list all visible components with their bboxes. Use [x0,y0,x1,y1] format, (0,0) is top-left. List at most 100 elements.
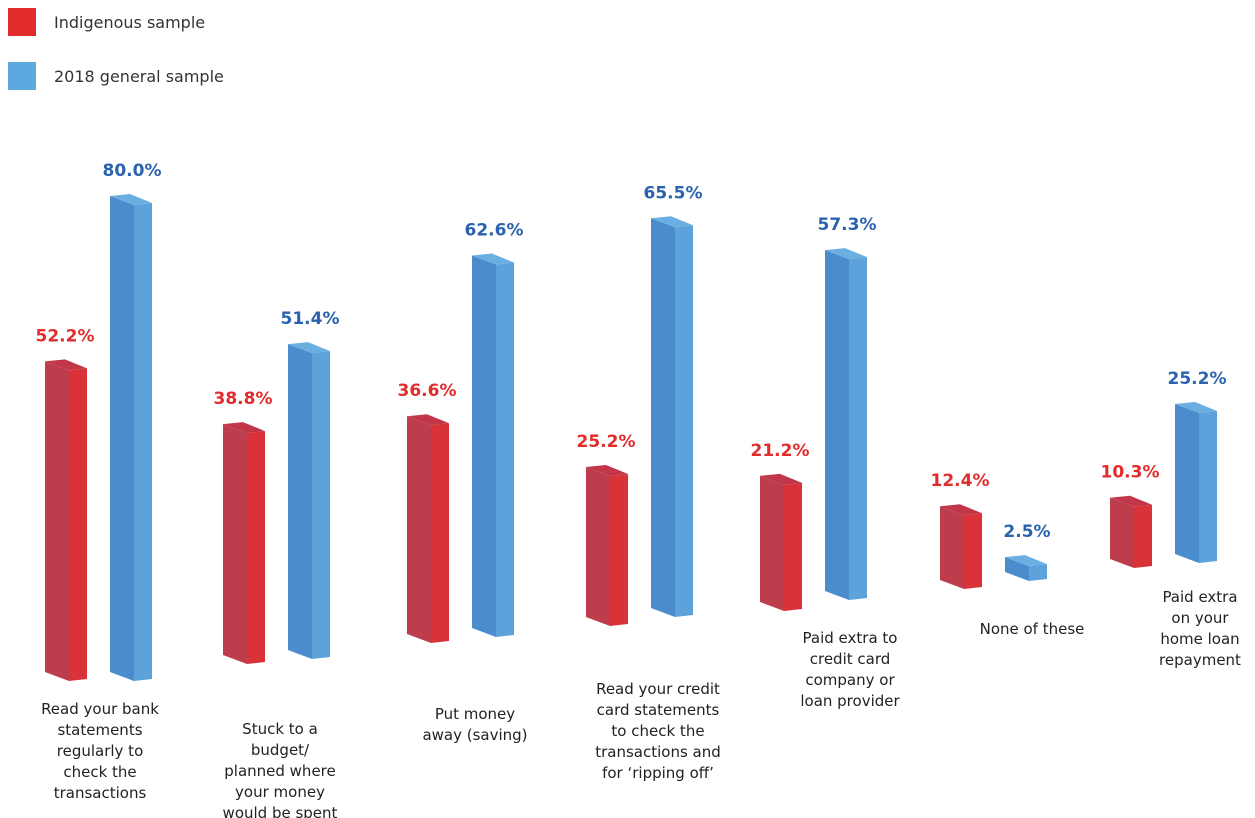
bar-general-2 [472,253,514,637]
bar-general-0-face-0 [110,196,134,681]
bar-general-4 [825,248,867,600]
bar-indigenous-3-face-0 [586,467,610,626]
bar-general-1-face-1 [312,351,330,659]
bar-indigenous-5-face-0 [940,506,964,589]
legend-label-general: 2018 general sample [54,66,224,86]
category-label-6-line-1: on your [1171,609,1229,627]
bar-general-1-face-2 [288,342,330,354]
bar-general-5-face-1 [1029,564,1047,581]
category-label-4: Paid extra to credit card company or loan p… [800,629,900,710]
category-label-0-line-1: statements [57,721,142,739]
category-label-6: Paid extra on your home loan repayment [1159,588,1241,669]
value-label-general-0: 80.0% [103,161,162,181]
bar-indigenous-0-face-0 [45,361,69,681]
bar-general-2-face-2 [472,253,514,265]
value-label-indigenous-0: 52.2% [36,326,95,346]
category-label-3-line-4: for ‘ripping off’ [602,764,714,782]
bar-indigenous-4-face-2 [760,473,802,485]
category-label-4-line-0: Paid extra to [803,629,898,647]
bar-indigenous-1 [223,422,265,664]
value-label-indigenous-5: 12.4% [931,471,990,491]
legend-item-general: 2018 general sample [8,62,224,90]
value-label-indigenous-4: 21.2% [751,441,810,461]
legend-item-indigenous: Indigenous sample [8,8,205,36]
category-label-0-line-3: check the [63,763,136,781]
bar-indigenous-5-face-2 [940,504,982,516]
bar-indigenous-5-face-1 [964,513,982,589]
bar-indigenous-0 [45,359,87,681]
value-label-general-2: 62.6% [465,221,524,241]
bar-indigenous-2-face-0 [407,416,431,643]
category-label-6-line-0: Paid extra [1162,588,1237,606]
bar-general-1 [288,342,330,659]
bar-indigenous-2 [407,414,449,643]
legend-swatch-general [8,62,36,90]
bar-general-4-face-0 [825,250,849,600]
bar-indigenous-3-face-1 [610,474,628,626]
category-label-1-line-3: your money [235,783,325,801]
category-label-6-line-3: repayment [1159,651,1241,669]
category-label-0-line-0: Read your bank [41,700,159,718]
bar-general-5-face-2 [1005,555,1047,567]
category-label-2-line-0: Put money [435,705,515,723]
bar-indigenous-6-face-2 [1110,495,1152,507]
bar-general-3-face-1 [675,225,693,617]
bar-general-6 [1175,402,1217,563]
bar-general-6-face-2 [1175,402,1217,414]
category-label-1-line-1: budget/ [251,741,310,759]
category-label-0-line-4: transactions [54,784,147,802]
bar-indigenous-1-face-2 [223,422,265,434]
bar-indigenous-1-face-0 [223,424,247,664]
value-label-indigenous-2: 36.6% [398,381,457,401]
legend-swatch-indigenous [8,8,36,36]
bar-general-3-face-2 [651,216,693,228]
category-label-3-line-3: transactions and [595,743,721,761]
category-label-3-line-0: Read your credit [596,680,720,698]
value-label-general-1: 51.4% [281,309,340,329]
bar-indigenous-4-face-0 [760,475,784,611]
category-label-4-line-2: company or [805,671,895,689]
legend-label-indigenous: Indigenous sample [54,12,206,32]
bar-indigenous-3-face-2 [586,465,628,477]
bar-indigenous-6 [1110,495,1152,568]
category-label-4-line-1: credit card [810,650,891,668]
bar-indigenous-2-face-1 [431,423,449,643]
bar-general-3-face-0 [651,218,675,617]
bar-indigenous-6-face-0 [1110,497,1134,568]
category-label-3-line-1: card statements [597,701,720,719]
category-label-2-line-1: away (saving) [422,726,527,744]
category-label-6-line-2: home loan [1160,630,1239,648]
bar-indigenous-1-face-1 [247,431,265,664]
category-label-0: Read your bank statements regularly to chec… [41,700,159,802]
value-label-general-6: 25.2% [1168,369,1227,389]
value-label-indigenous-1: 38.8% [214,389,273,409]
bar-indigenous-0-face-1 [69,368,87,681]
bar-indigenous-0-face-2 [45,359,87,371]
value-label-indigenous-3: 25.2% [577,432,636,452]
bar-indigenous-5 [940,504,982,589]
category-label-5-line-0: None of these [980,620,1085,638]
category-label-3: Read your credit card statements to check … [595,680,721,782]
category-label-2: Put money away (saving) [422,705,527,744]
bar-indigenous-4 [760,473,802,611]
bar-general-5 [1005,555,1047,581]
category-label-0-line-2: regularly to [57,742,144,760]
value-label-general-3: 65.5% [644,183,703,203]
bar-general-1-face-0 [288,344,312,659]
category-label-1-line-0: Stuck to a [242,720,318,738]
bar-indigenous-2-face-2 [407,414,449,426]
value-label-indigenous-6: 10.3% [1101,463,1160,483]
category-label-1: Stuck to a budget/planned where your money… [223,720,338,818]
bar-general-4-face-1 [849,257,867,600]
bar-general-2-face-1 [496,262,514,637]
category-label-1-line-2: planned where [224,762,335,780]
category-label-3-line-2: to check the [611,722,704,740]
value-label-general-5: 2.5% [1003,522,1050,542]
bar-general-5-face-0 [1005,557,1029,581]
bar-indigenous-3 [586,465,628,626]
category-label-4-line-3: loan provider [800,692,900,710]
value-label-general-4: 57.3% [818,215,877,235]
bar-general-6-face-1 [1199,411,1217,563]
bar-indigenous-6-face-1 [1134,504,1152,568]
